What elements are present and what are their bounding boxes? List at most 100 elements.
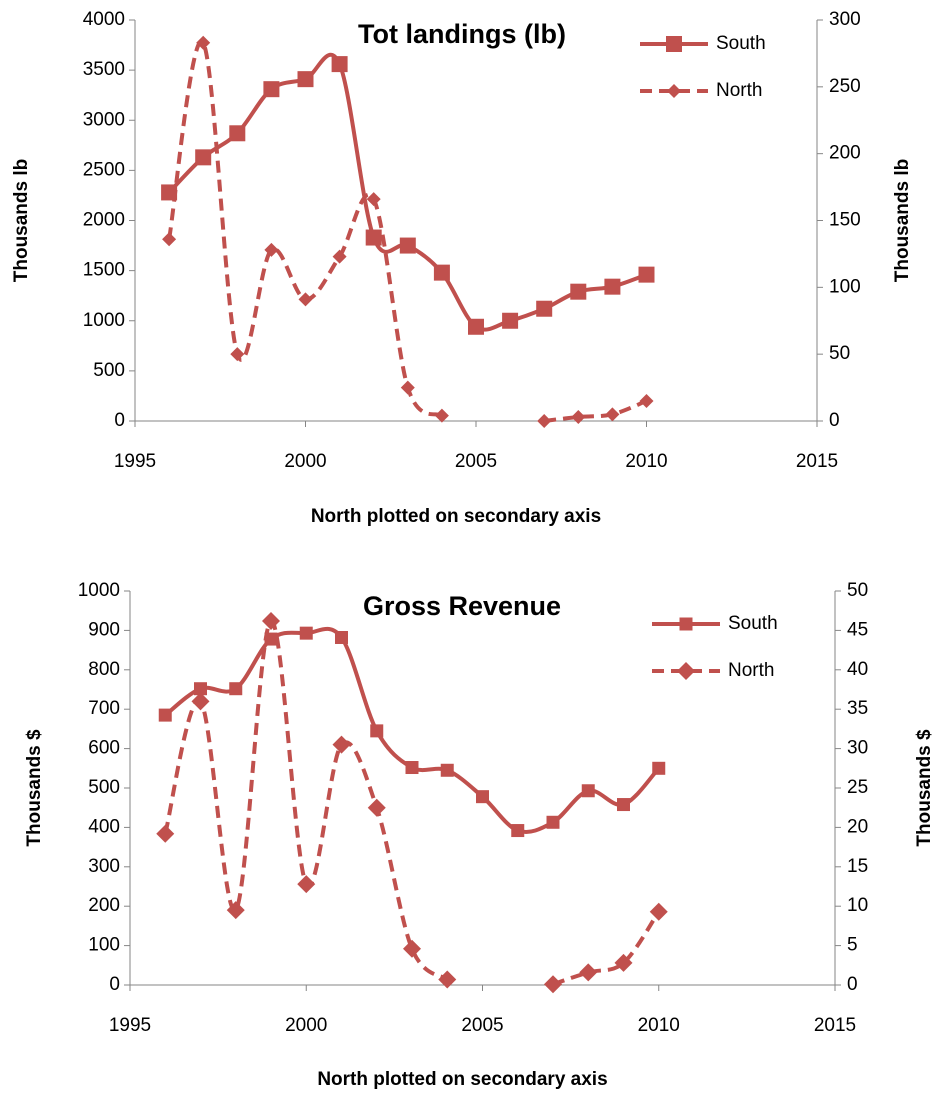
- y-tick-label: 3500: [83, 59, 125, 80]
- marker-diamond: [400, 380, 415, 395]
- marker-square: [617, 798, 630, 812]
- y-tick-label: 600: [88, 738, 120, 759]
- marker-square: [297, 71, 314, 88]
- chart-title: Gross Revenue: [363, 591, 561, 621]
- y2-tick-label: 0: [847, 974, 858, 995]
- marker-diamond: [332, 735, 351, 754]
- series-line: [164, 626, 661, 834]
- marker-diamond: [605, 407, 620, 422]
- y-tick-label: 0: [114, 410, 125, 431]
- marker-diamond: [579, 963, 598, 982]
- marker-square: [638, 266, 655, 283]
- y-tick-label: 2500: [83, 159, 125, 180]
- marker-square: [546, 815, 560, 829]
- x-tick-label: 2000: [284, 451, 326, 472]
- marker-square: [570, 283, 587, 300]
- marker-diamond: [156, 824, 175, 843]
- marker-square: [405, 761, 419, 775]
- marker-diamond: [196, 35, 211, 50]
- marker-square: [195, 149, 212, 166]
- y-tick-label: 200: [88, 895, 120, 916]
- marker-diamond: [297, 875, 316, 894]
- marker-square: [229, 125, 246, 142]
- marker-diamond: [639, 393, 654, 408]
- y-tick-label: 1500: [83, 260, 125, 281]
- marker-diamond: [403, 939, 421, 958]
- marker-diamond: [191, 692, 210, 711]
- marker-diamond: [367, 798, 386, 817]
- marker-diamond: [544, 975, 562, 994]
- legend-label: North: [728, 660, 774, 681]
- marker-square: [263, 81, 280, 98]
- y2-tick-label: 45: [847, 619, 868, 640]
- y-axis-label: Thousands $: [24, 729, 45, 847]
- marker-diamond: [226, 901, 245, 920]
- marker-square: [370, 724, 384, 738]
- x-tick-label: 2010: [625, 451, 667, 472]
- y2-axis-label: Thousands lb: [892, 159, 913, 283]
- marker-square: [433, 264, 450, 281]
- y-tick-label: 4000: [83, 9, 125, 30]
- legend-marker: [679, 617, 693, 631]
- marker-square: [440, 763, 454, 777]
- marker-diamond: [366, 192, 381, 207]
- y2-tick-label: 20: [847, 816, 868, 837]
- y2-tick-label: 100: [829, 276, 861, 297]
- y2-tick-label: 200: [829, 143, 861, 164]
- marker-diamond: [434, 408, 449, 423]
- marker-square: [476, 790, 489, 804]
- legend-label: North: [716, 80, 762, 101]
- marker-diamond: [438, 970, 457, 989]
- legend-marker: [667, 84, 681, 98]
- marker-diamond: [264, 242, 279, 257]
- y2-tick-label: 25: [847, 777, 868, 798]
- y2-tick-label: 250: [829, 76, 861, 97]
- marker-square: [158, 708, 172, 722]
- y-tick-label: 700: [88, 698, 120, 719]
- marker-diamond: [230, 347, 245, 362]
- marker-square: [652, 761, 666, 775]
- y-axis-label: Thousands lb: [11, 159, 32, 283]
- x-axis-label: North plotted on secondary axis: [317, 1069, 607, 1090]
- y-tick-label: 300: [88, 856, 120, 877]
- marker-square: [581, 784, 595, 798]
- marker-square: [502, 312, 519, 329]
- y-tick-label: 900: [88, 619, 120, 640]
- marker-diamond: [162, 232, 177, 247]
- y-tick-label: 400: [88, 816, 120, 837]
- series-line: [167, 39, 648, 423]
- legend-marker: [666, 36, 682, 52]
- marker-diamond: [262, 611, 280, 630]
- x-tick-label: 2015: [796, 451, 838, 472]
- y-tick-label: 0: [109, 974, 120, 995]
- marker-diamond: [537, 414, 552, 428]
- marker-square: [536, 300, 553, 317]
- y-tick-label: 100: [88, 935, 120, 956]
- marker-diamond: [332, 249, 347, 264]
- x-tick-label: 2005: [461, 1015, 503, 1036]
- marker-square: [365, 229, 382, 246]
- y2-tick-label: 300: [829, 9, 861, 30]
- legend-label: South: [728, 613, 778, 634]
- marker-diamond: [649, 902, 668, 921]
- marker-square: [604, 278, 621, 295]
- marker-square: [331, 56, 348, 73]
- y-tick-label: 500: [88, 777, 120, 798]
- marker-diamond: [298, 292, 313, 307]
- marker-square: [299, 626, 313, 640]
- y-tick-label: 800: [88, 659, 120, 680]
- y-tick-label: 500: [93, 360, 125, 381]
- y-tick-label: 2000: [83, 210, 125, 231]
- y2-tick-label: 15: [847, 856, 868, 877]
- y-tick-label: 1000: [83, 310, 125, 331]
- y2-tick-label: 5: [847, 935, 858, 956]
- x-tick-label: 2000: [285, 1015, 327, 1036]
- x-tick-label: 1995: [114, 451, 156, 472]
- marker-diamond: [614, 953, 633, 972]
- x-tick-label: 1995: [109, 1015, 151, 1036]
- y-tick-label: 1000: [78, 580, 120, 601]
- y2-axis-label: Thousands $: [914, 729, 935, 847]
- marker-square: [335, 630, 348, 644]
